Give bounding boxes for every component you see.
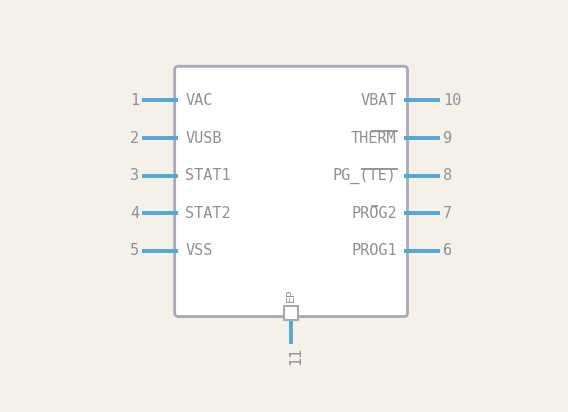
Text: VAC: VAC [186, 93, 213, 108]
Text: 8: 8 [442, 168, 452, 183]
FancyBboxPatch shape [175, 66, 407, 316]
Text: STAT2: STAT2 [186, 206, 231, 221]
Text: 6: 6 [442, 243, 452, 258]
Text: 5: 5 [130, 243, 140, 258]
Text: PROG1: PROG1 [351, 243, 396, 258]
Bar [284, 306, 298, 320]
Text: STAT1: STAT1 [186, 168, 231, 183]
Text: 7: 7 [442, 206, 452, 221]
Text: 2: 2 [130, 131, 140, 145]
Text: 1: 1 [130, 93, 140, 108]
Text: PROG2: PROG2 [351, 206, 396, 221]
Text: 3: 3 [130, 168, 140, 183]
Text: THERM: THERM [351, 131, 396, 145]
Text: 11: 11 [289, 347, 304, 365]
Text: VSS: VSS [186, 243, 213, 258]
Text: PG_(TE): PG_(TE) [333, 168, 396, 184]
Text: EP: EP [286, 288, 296, 302]
Text: 4: 4 [130, 206, 140, 221]
Text: 9: 9 [442, 131, 452, 145]
Text: VUSB: VUSB [186, 131, 222, 145]
Text: 10: 10 [442, 93, 461, 108]
Text: VBAT: VBAT [360, 93, 396, 108]
